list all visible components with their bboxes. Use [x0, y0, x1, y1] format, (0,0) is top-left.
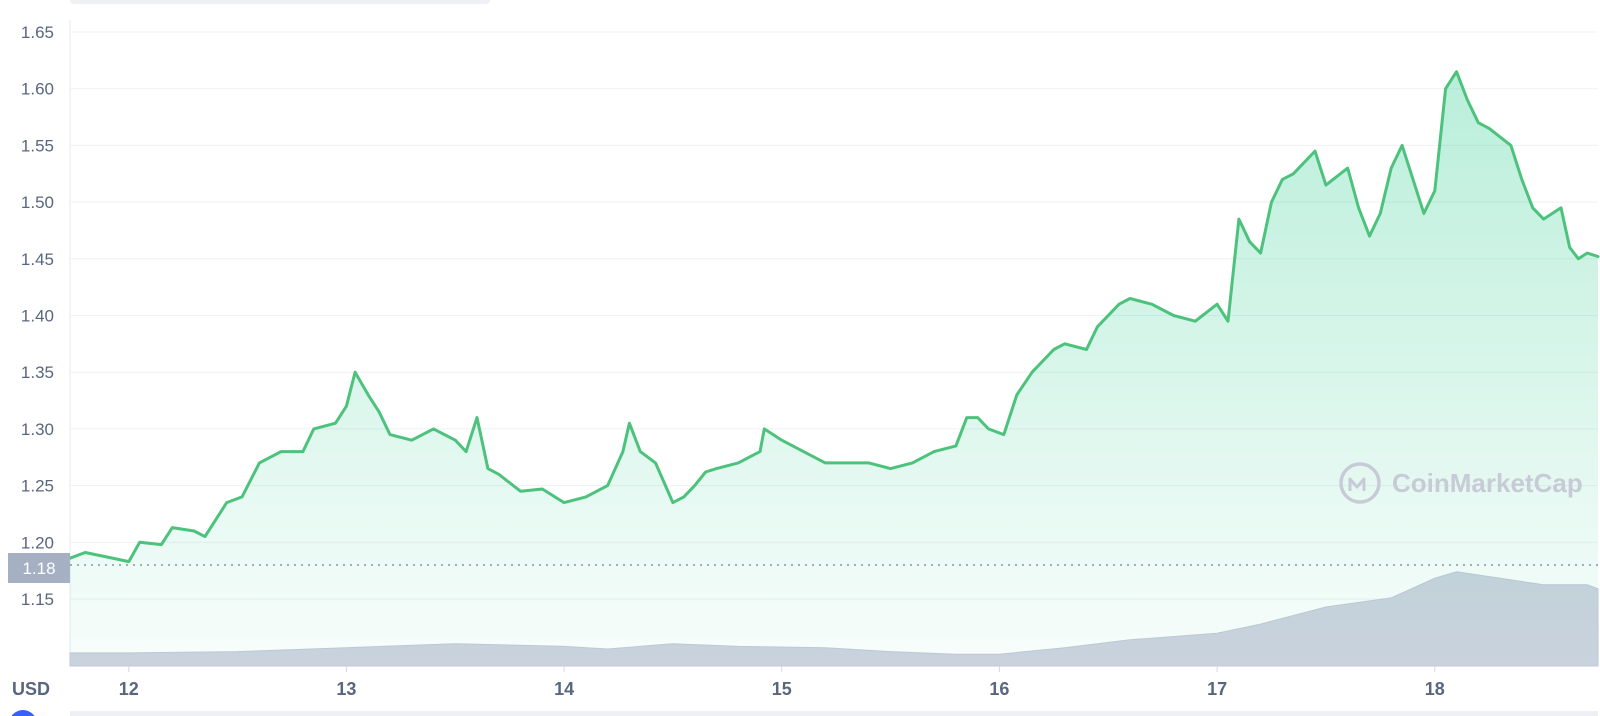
x-tick-label: 16 [989, 679, 1009, 699]
x-tick-label: 12 [119, 679, 139, 699]
reference-badge: 1.18 [8, 553, 70, 583]
y-tick-label: 1.30 [21, 420, 54, 439]
unit-label: USD [12, 679, 50, 699]
y-tick-label: 1.45 [21, 250, 54, 269]
y-tick-label: 1.40 [21, 307, 54, 326]
y-tick-label: 1.65 [21, 23, 54, 42]
reference-value: 1.18 [22, 559, 55, 578]
x-tick-label: 14 [554, 679, 574, 699]
y-tick-label: 1.50 [21, 193, 54, 212]
price-area [70, 71, 1598, 666]
y-tick-label: 1.35 [21, 363, 54, 382]
y-tick-label: 1.55 [21, 136, 54, 155]
y-tick-label: 1.25 [21, 477, 54, 496]
y-tick-label: 1.15 [21, 590, 54, 609]
footer-avatar-icon [11, 710, 35, 716]
footer-strip [11, 710, 1598, 716]
y-tick-label: 1.60 [21, 80, 54, 99]
x-tick-label: 13 [336, 679, 356, 699]
price-series-line [68, 70, 1600, 564]
watermark-text: CoinMarketCap [1392, 468, 1583, 498]
reference-badge-bg [8, 553, 70, 583]
x-tick-label: 18 [1425, 679, 1445, 699]
y-axis: 1.15 1.20 1.25 1.30 1.35 1.40 1.45 1.50 1.55 1.60… [21, 23, 54, 609]
y-tick-label: 1.20 [21, 533, 54, 552]
x-axis: 12 13 14 15 16 17 18 [119, 666, 1445, 699]
x-tick-label: 15 [772, 679, 792, 699]
price-line [68, 70, 1600, 564]
top-bar-decoration [70, 0, 490, 4]
watermark: CoinMarketCap [1339, 462, 1583, 504]
coinmarketcap-icon [1339, 462, 1381, 504]
x-tick-label: 17 [1207, 679, 1227, 699]
price-area-fill [70, 71, 1598, 666]
